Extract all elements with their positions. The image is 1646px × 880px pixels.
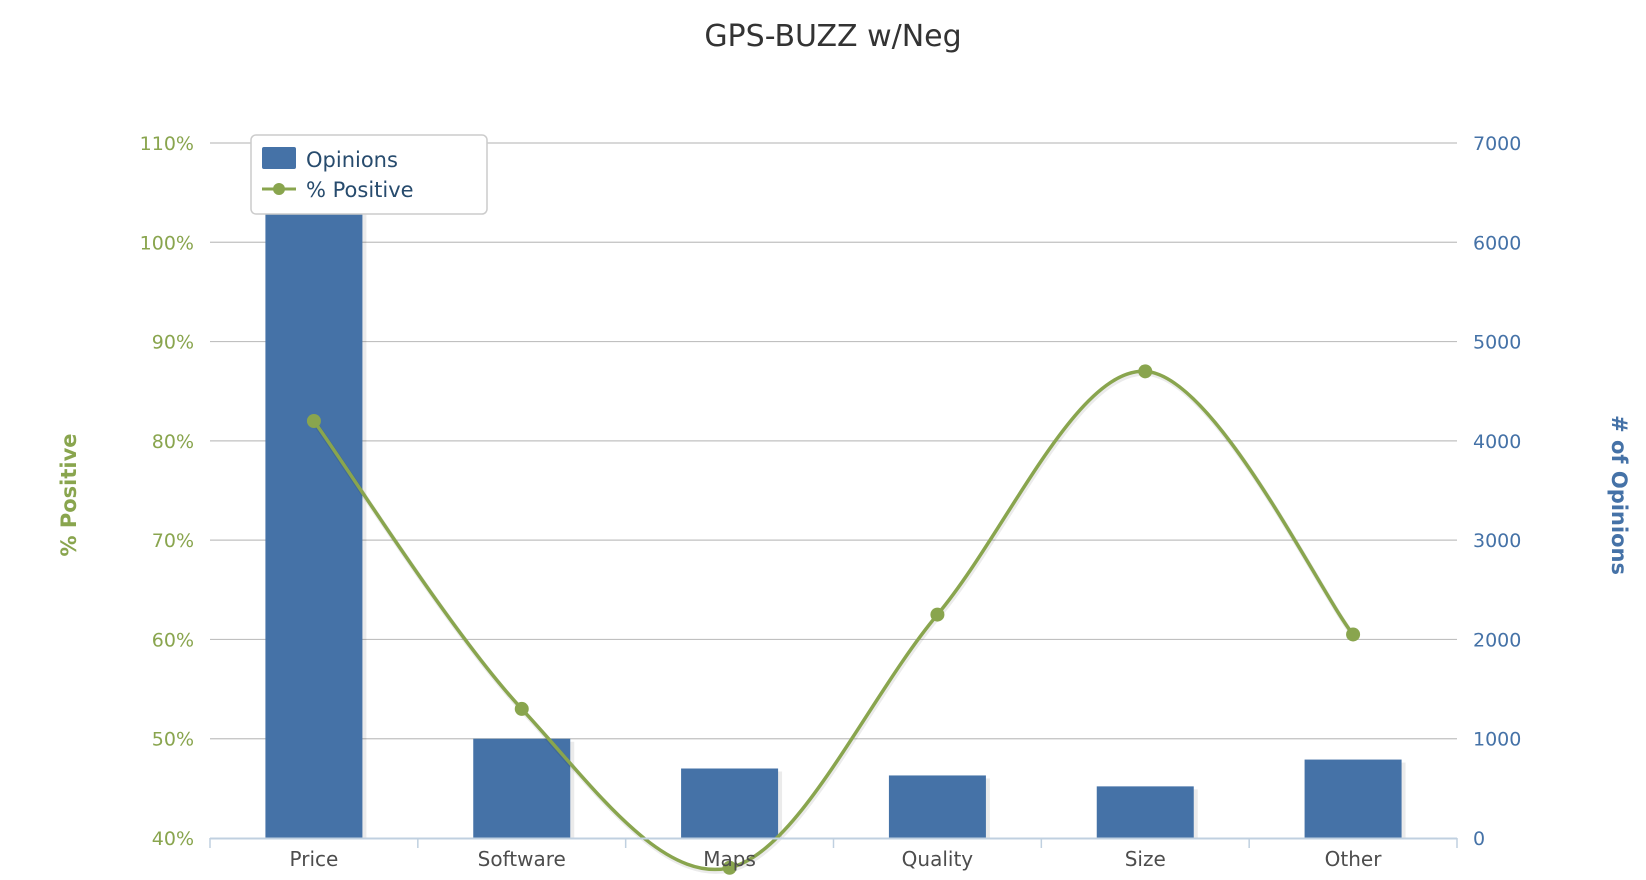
bar-price bbox=[265, 193, 362, 838]
category-labels: Price Software Maps Quality Size Other bbox=[290, 847, 1383, 871]
legend-opinions-label: Opinions bbox=[306, 148, 398, 172]
point-software bbox=[515, 702, 529, 716]
bar-software bbox=[473, 739, 570, 838]
left-axis-ticks: 40% 50% 60% 70% 80% 90% 100% 110% bbox=[140, 133, 194, 850]
left-tick-label: 50% bbox=[152, 729, 194, 751]
category-label: Size bbox=[1125, 847, 1166, 871]
left-tick-label: 70% bbox=[152, 530, 194, 552]
right-tick-label: 4000 bbox=[1473, 431, 1521, 453]
left-tick-label: 80% bbox=[152, 431, 194, 453]
bar-other bbox=[1305, 760, 1402, 838]
category-label: Price bbox=[290, 847, 339, 871]
left-tick-label: 40% bbox=[152, 828, 194, 850]
right-axis-ticks: 0 1000 2000 3000 4000 5000 6000 7000 bbox=[1473, 133, 1521, 850]
left-tick-label: 90% bbox=[152, 332, 194, 354]
chart-title: GPS-BUZZ w/Neg bbox=[704, 19, 961, 54]
category-label: Maps bbox=[703, 847, 756, 871]
left-axis-title: % Positive bbox=[57, 433, 81, 556]
opinions-bars bbox=[265, 193, 1405, 838]
category-label: Quality bbox=[902, 847, 974, 871]
right-tick-label: 2000 bbox=[1473, 629, 1521, 651]
legend-opinions-swatch bbox=[262, 147, 296, 169]
left-tick-label: 110% bbox=[140, 133, 194, 155]
left-tick-label: 100% bbox=[140, 232, 194, 254]
legend: Opinions % Positive bbox=[251, 135, 487, 214]
left-tick-label: 60% bbox=[152, 629, 194, 651]
line-shadow bbox=[315, 373, 1354, 871]
point-other bbox=[1346, 627, 1360, 641]
right-tick-label: 3000 bbox=[1473, 530, 1521, 552]
right-tick-label: 7000 bbox=[1473, 133, 1521, 155]
right-tick-label: 1000 bbox=[1473, 729, 1521, 751]
legend-box bbox=[251, 135, 487, 214]
grid-lines bbox=[210, 143, 1457, 739]
category-label: Software bbox=[478, 847, 566, 871]
bar-quality bbox=[889, 775, 986, 838]
x-axis bbox=[210, 838, 1457, 848]
point-quality bbox=[930, 608, 944, 622]
bar-maps bbox=[681, 769, 778, 839]
bar-size bbox=[1097, 786, 1194, 838]
right-tick-label: 0 bbox=[1473, 828, 1485, 850]
right-tick-label: 5000 bbox=[1473, 332, 1521, 354]
right-tick-label: 6000 bbox=[1473, 232, 1521, 254]
right-axis-title: # of Opinions bbox=[1607, 415, 1631, 575]
point-price bbox=[307, 414, 321, 428]
legend-positive-label: % Positive bbox=[306, 178, 414, 202]
category-label: Other bbox=[1325, 847, 1383, 871]
legend-positive-marker bbox=[273, 183, 285, 195]
point-size bbox=[1138, 364, 1152, 378]
